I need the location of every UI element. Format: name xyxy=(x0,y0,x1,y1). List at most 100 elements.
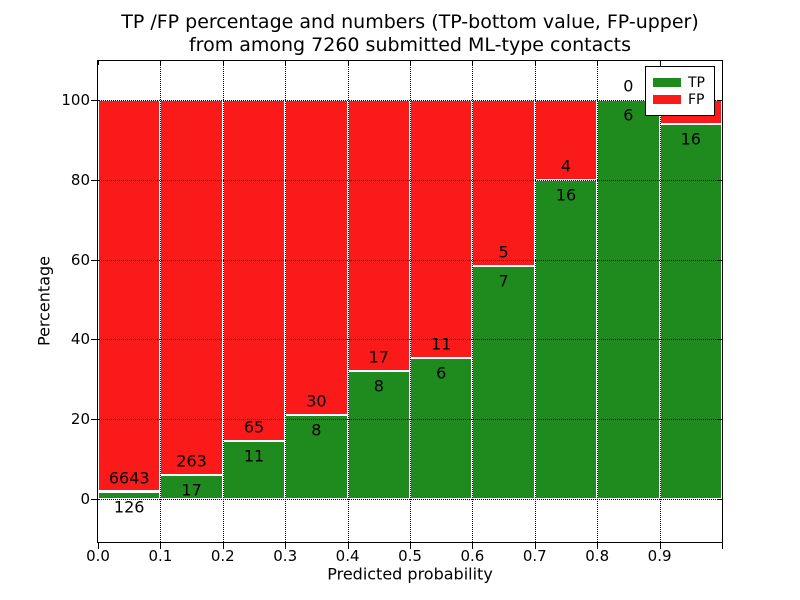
x-tick-top xyxy=(160,61,162,65)
y-tick xyxy=(91,179,97,181)
y-tick-label: 60 xyxy=(70,250,90,269)
fp-count-label: 65 xyxy=(243,417,265,437)
y-tick xyxy=(91,419,97,421)
x-tick xyxy=(222,543,224,549)
tp-count-label: 6 xyxy=(436,363,447,383)
x-tick-label: 0.3 xyxy=(273,547,298,565)
fp-swatch-icon xyxy=(653,95,681,104)
fp-count-label: 5 xyxy=(498,242,509,262)
x-gridline xyxy=(597,61,599,542)
x-tick xyxy=(534,543,536,549)
y-tick-right xyxy=(718,100,722,102)
y-tick-label: 0 xyxy=(80,489,90,508)
x-tick xyxy=(347,543,349,549)
x-tick-top xyxy=(722,61,723,65)
fp-bar-segment xyxy=(534,100,598,180)
x-tick-label: 0.1 xyxy=(148,547,173,565)
x-gridline xyxy=(659,61,661,542)
tp-bar-segment xyxy=(160,474,223,499)
tp-count-label: 8 xyxy=(373,376,384,396)
fp-count-label: 0 xyxy=(623,76,634,96)
tp-count-label: 6 xyxy=(623,105,634,125)
x-tick-top xyxy=(472,61,474,65)
x-tick-top xyxy=(659,61,661,65)
tp-count-label: 16 xyxy=(555,185,577,205)
fp-bar-segment xyxy=(285,100,348,415)
x-tick-top xyxy=(347,61,349,65)
x-tick-top xyxy=(597,61,599,65)
chart-title-line1: TP /FP percentage and numbers (TP-bottom… xyxy=(121,11,699,33)
x-tick xyxy=(472,543,474,549)
x-tick xyxy=(160,543,162,549)
tp-count-label: 17 xyxy=(181,480,202,500)
y-tick-label: 100 xyxy=(61,91,90,110)
chart-title: TP /FP percentage and numbers (TP-bottom… xyxy=(97,11,723,57)
y-tick xyxy=(91,339,97,341)
tp-count-label: 11 xyxy=(243,446,265,466)
fp-count-label: 6643 xyxy=(108,468,150,487)
x-tick xyxy=(659,543,661,549)
x-tick-top xyxy=(222,61,224,65)
x-tick-label: 0.6 xyxy=(460,547,485,565)
x-tick-label: 0.2 xyxy=(210,547,235,565)
legend-entry-fp: FP xyxy=(653,92,707,107)
x-gridline xyxy=(347,61,349,542)
y-tick xyxy=(91,100,97,102)
x-tick xyxy=(410,543,411,549)
x-tick-top xyxy=(98,61,99,65)
y-tick-label: 40 xyxy=(70,330,90,349)
fp-bar-segment xyxy=(222,100,286,442)
x-gridline xyxy=(410,61,411,542)
y-tick-label: 80 xyxy=(70,170,90,189)
fp-bar-segment xyxy=(472,100,535,267)
x-tick-label: 0.7 xyxy=(522,547,547,565)
x-gridline xyxy=(160,61,162,542)
y-tick xyxy=(91,498,97,500)
y-tick-right xyxy=(718,179,722,181)
plot-area: 66431262631765113081781165741606116 xyxy=(97,60,723,543)
chart-title-line2: from among 7260 submitted ML-type contac… xyxy=(188,34,632,56)
x-gridline xyxy=(534,61,536,542)
tp-bar-segment xyxy=(472,266,535,499)
fp-count-label: 4 xyxy=(560,156,572,176)
y-tick-right xyxy=(718,339,722,341)
tp-count-label: 126 xyxy=(113,497,145,516)
legend-label-fp: FP xyxy=(688,91,705,108)
fp-bar-segment xyxy=(410,100,473,359)
x-tick-top xyxy=(410,61,411,65)
legend: TP FP xyxy=(645,66,715,116)
tp-count-label: 7 xyxy=(498,271,509,291)
x-tick xyxy=(98,543,99,549)
x-tick-label: 0.9 xyxy=(647,547,672,565)
y-tick-right xyxy=(718,419,722,421)
x-tick-label: 0.8 xyxy=(585,547,610,565)
x-tick xyxy=(285,543,287,549)
x-tick-label: 0.5 xyxy=(398,547,422,565)
y-tick xyxy=(91,259,97,261)
x-tick-label: 0.0 xyxy=(86,547,110,565)
x-tick xyxy=(722,543,723,549)
legend-label-tp: TP xyxy=(688,74,705,91)
tp-count-label: 16 xyxy=(680,129,701,149)
tp-count-label: 8 xyxy=(311,420,322,440)
y-tick-label: 20 xyxy=(70,410,90,429)
x-tick-top xyxy=(285,61,287,65)
x-gridline xyxy=(222,61,224,542)
x-gridline xyxy=(285,61,287,542)
fp-count-label: 17 xyxy=(368,347,389,367)
x-axis-label: Predicted probability xyxy=(327,564,493,584)
y-tick-right xyxy=(718,259,722,261)
tp-bar-segment xyxy=(222,441,286,499)
x-gridline xyxy=(472,61,474,542)
tp-bar-segment xyxy=(285,414,348,499)
tp-bar-segment xyxy=(597,100,660,499)
tp-bar-segment xyxy=(98,491,161,499)
tp-swatch-icon xyxy=(653,78,681,87)
y-tick-right xyxy=(718,498,722,500)
fp-count-label: 263 xyxy=(176,451,207,471)
legend-entry-tp: TP xyxy=(653,75,707,90)
fp-bar-segment xyxy=(98,100,161,492)
fp-count-label: 30 xyxy=(306,391,327,411)
fp-bar-segment xyxy=(347,100,410,372)
